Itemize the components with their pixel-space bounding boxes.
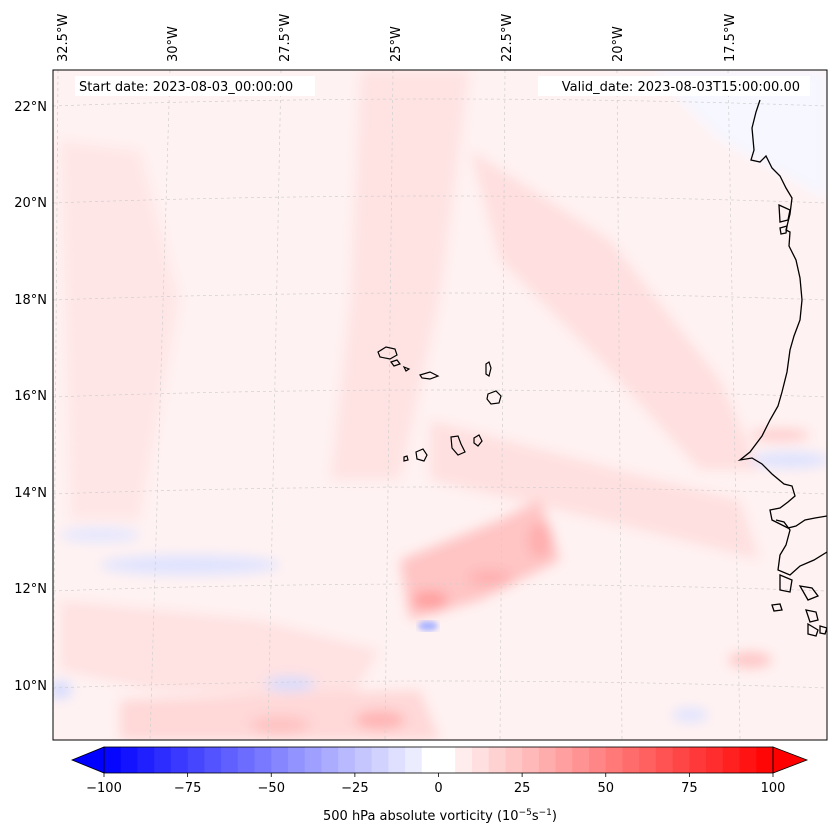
colorbar: −100 −75 −50 −25 0 25 50 75 100 500 hPa absolute… bbox=[70, 746, 809, 824]
lat-label: 10°N bbox=[14, 679, 47, 694]
longitude-labels: 32.5°W 30°W 27.5°W 25°W 22.5°W 20°W 17.5… bbox=[56, 14, 738, 62]
colorbar-tick-label: −25 bbox=[341, 781, 368, 796]
colorbar-swatch bbox=[522, 747, 540, 773]
colorbar-tick-label: 0 bbox=[434, 781, 442, 796]
colorbar-tick-label: −50 bbox=[258, 781, 285, 796]
colorbar-label: 500 hPa absolute vorticity (10−5s−1) bbox=[323, 808, 557, 824]
colorbar-swatch bbox=[321, 747, 339, 773]
colorbar-swatch bbox=[488, 747, 506, 773]
colorbar-tick-label: 100 bbox=[761, 781, 786, 796]
colorbar-tick-label: −100 bbox=[86, 781, 122, 796]
colorbar-tick-label: 75 bbox=[681, 781, 698, 796]
lat-label: 18°N bbox=[14, 293, 47, 308]
colorbar-tick-label: −75 bbox=[174, 781, 201, 796]
latitude-labels: 22°N 20°N 18°N 16°N 14°N 12°N 10°N bbox=[14, 100, 47, 694]
colorbar-swatch bbox=[354, 747, 373, 773]
vorticity-field-shading bbox=[53, 70, 827, 740]
colorbar-swatch bbox=[438, 747, 456, 773]
colorbar-swatch bbox=[304, 747, 322, 773]
colorbar-swatch bbox=[287, 747, 306, 773]
vorticity-minimum bbox=[418, 621, 438, 631]
colorbar-low-extend bbox=[70, 746, 105, 774]
lat-label: 16°N bbox=[14, 389, 47, 404]
colorbar-swatch bbox=[104, 747, 122, 773]
map-panel bbox=[53, 70, 827, 740]
colorbar-swatch bbox=[689, 747, 707, 773]
colorbar-tick-label: 50 bbox=[597, 781, 614, 796]
colorbar-swatch bbox=[371, 747, 389, 773]
lon-label: 27.5°W bbox=[278, 14, 293, 62]
colorbar-swatch bbox=[405, 747, 423, 773]
colorbar-swatches bbox=[104, 747, 774, 773]
colorbar-swatch bbox=[120, 747, 138, 773]
west-africa-coastline bbox=[737, 99, 827, 637]
colorbar-swatch bbox=[388, 747, 406, 773]
colorbar-swatch bbox=[154, 747, 172, 773]
colorbar-swatch bbox=[204, 747, 222, 773]
graticule bbox=[53, 70, 827, 740]
colorbar-swatch bbox=[221, 747, 239, 773]
colorbar-swatch bbox=[538, 747, 557, 773]
map-border bbox=[52, 69, 828, 741]
colorbar-swatch bbox=[739, 747, 757, 773]
colorbar-swatch bbox=[187, 747, 205, 773]
colorbar-swatch bbox=[271, 747, 289, 773]
colorbar-swatch bbox=[672, 747, 690, 773]
colorbar-swatch bbox=[622, 747, 640, 773]
valid-date-label: Valid_date: 2023-08-03T15:00:00.00 bbox=[562, 80, 800, 95]
colorbar-swatch bbox=[254, 747, 272, 773]
start-date-box bbox=[75, 76, 315, 96]
colorbar-swatch bbox=[555, 747, 573, 773]
colorbar-swatch bbox=[706, 747, 724, 773]
lon-label: 20°W bbox=[611, 26, 626, 62]
valid-date-box bbox=[538, 76, 810, 96]
colorbar-swatch bbox=[455, 747, 473, 773]
lat-label: 22°N bbox=[14, 100, 47, 115]
colorbar-swatch bbox=[572, 747, 590, 773]
lon-label: 32.5°W bbox=[56, 14, 71, 62]
lon-label: 17.5°W bbox=[723, 14, 738, 62]
lat-label: 14°N bbox=[14, 486, 47, 501]
cabo-verde-islands bbox=[377, 346, 502, 462]
colorbar-swatch bbox=[137, 747, 155, 773]
colorbar-high-extend bbox=[772, 746, 809, 774]
lon-label: 22.5°W bbox=[500, 14, 515, 62]
colorbar-swatch bbox=[237, 747, 256, 773]
colorbar-swatch bbox=[722, 747, 741, 773]
colorbar-swatch bbox=[338, 747, 356, 773]
colorbar-ticks: −100 −75 −50 −25 0 25 50 75 100 bbox=[86, 773, 785, 796]
colorbar-swatch bbox=[655, 747, 674, 773]
start-date-label: Start date: 2023-08-03_00:00:00 bbox=[79, 80, 293, 95]
colorbar-swatch bbox=[471, 747, 490, 773]
colorbar-swatch bbox=[639, 747, 657, 773]
colorbar-tick-label: 25 bbox=[514, 781, 531, 796]
lon-label: 30°W bbox=[166, 26, 181, 62]
colorbar-swatch bbox=[170, 747, 189, 773]
lat-label: 20°N bbox=[14, 196, 47, 211]
colorbar-swatch bbox=[505, 747, 523, 773]
colorbar-swatch bbox=[756, 747, 774, 773]
colorbar-swatch bbox=[421, 747, 440, 773]
colorbar-swatch bbox=[589, 747, 607, 773]
lon-label: 25°W bbox=[389, 26, 404, 62]
colorbar-swatch bbox=[605, 747, 623, 773]
lat-label: 12°N bbox=[14, 582, 47, 597]
